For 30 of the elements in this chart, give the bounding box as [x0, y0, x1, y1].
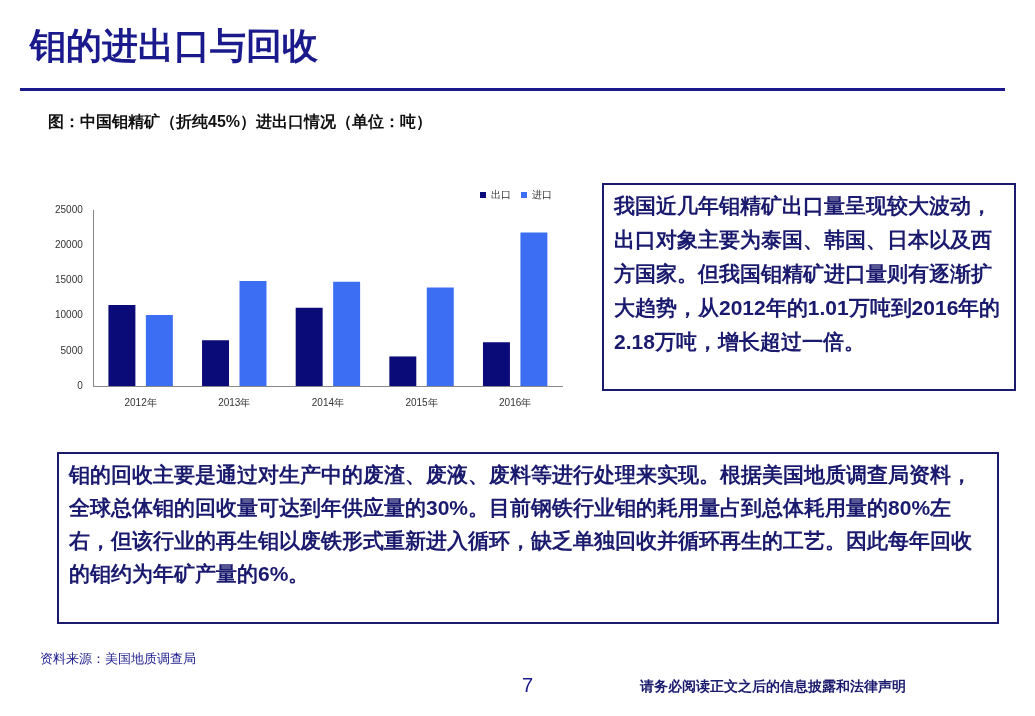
x-tick-label: 2015年: [405, 396, 438, 408]
x-tick-label: 2013年: [218, 396, 251, 408]
bar: [239, 281, 267, 386]
bar: [333, 281, 361, 386]
chart-subtitle: 图：中国钼精矿（折纯45%）进出口情况（单位：吨）: [48, 112, 433, 132]
bar: [145, 314, 173, 386]
x-tick-label: 2014年: [311, 396, 345, 408]
y-tick-label: 10000: [55, 309, 84, 321]
bar: [295, 307, 323, 386]
y-tick-label: 20000: [55, 238, 84, 250]
text: 7: [522, 674, 534, 697]
x-tick-label: 2016年: [499, 396, 532, 408]
bar: [389, 356, 417, 386]
text: 资料来源：美国地质调查局: [40, 650, 196, 668]
bar: [202, 340, 230, 386]
x-tick-label: 2012年: [124, 396, 157, 408]
y-tick-label: 15000: [55, 274, 84, 286]
bar: [108, 305, 136, 386]
text: 我国近几年钼精矿出口量呈现较大波动，出口对象主要为泰国、韩国、日本以及西方国家。但我国钼精矿进口量则有逐渐扩大趋势，从2012年的1.01万吨到2016年的2.18万吨，增长超过一倍。: [602, 183, 1016, 391]
bar: [482, 342, 510, 386]
legend-label: 出口: [491, 188, 511, 200]
bar: [520, 232, 548, 386]
legend-label: 进口: [532, 188, 552, 200]
y-tick-label: 0: [77, 379, 84, 391]
text: 钼的回收主要是通过对生产中的废渣、废液、废料等进行处理来实现。根据美国地质调查局资料，全球总体钼的回收量可达到年供应量的30%。目前钢铁行业钼的耗用量占到总体耗用量的80%左右，但该行业的再生钼以废铁形式重新进入循环，缺乏单独回收并循环再生的工艺。因此每年回收的钼约为年矿产量的6%。: [57, 452, 999, 624]
chart-title: 钼的进出口与回收: [30, 24, 318, 68]
y-tick-label: 5000: [60, 344, 84, 356]
y-tick-label: 25000: [55, 203, 84, 215]
text: 请务必阅读正文之后的信息披露和法律声明: [640, 678, 906, 696]
bar: [426, 287, 454, 386]
